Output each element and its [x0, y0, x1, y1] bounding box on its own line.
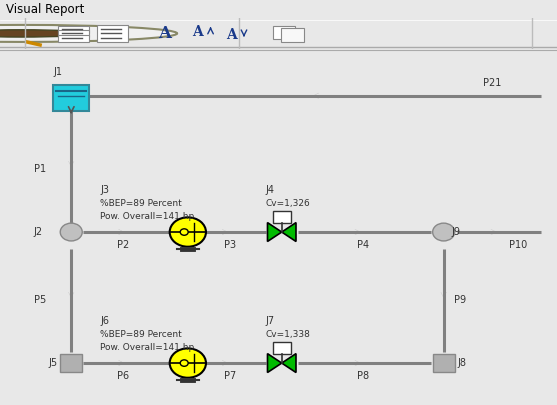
Polygon shape: [267, 223, 282, 241]
Text: J6: J6: [100, 316, 109, 326]
Circle shape: [170, 217, 206, 247]
Circle shape: [0, 30, 88, 37]
FancyBboxPatch shape: [433, 354, 455, 372]
FancyBboxPatch shape: [58, 30, 89, 37]
FancyBboxPatch shape: [281, 28, 304, 42]
Text: Cv=1,326: Cv=1,326: [266, 199, 310, 208]
FancyBboxPatch shape: [58, 35, 89, 42]
FancyBboxPatch shape: [273, 26, 295, 40]
FancyBboxPatch shape: [273, 211, 291, 223]
FancyBboxPatch shape: [53, 85, 89, 111]
Text: Cv=1,338: Cv=1,338: [266, 330, 310, 339]
Text: %BEP=89 Percent
Pow. Overall=141 hp: %BEP=89 Percent Pow. Overall=141 hp: [100, 199, 194, 220]
Text: A: A: [226, 28, 237, 42]
Circle shape: [433, 223, 455, 241]
Text: P1: P1: [34, 164, 46, 174]
Text: P4: P4: [356, 240, 369, 250]
Text: P2: P2: [117, 240, 129, 250]
Text: J7: J7: [266, 316, 275, 326]
Text: J9: J9: [451, 227, 461, 237]
Text: J5: J5: [48, 358, 57, 368]
Text: %BEP=89 Percent
Pow. Overall=141 hp: %BEP=89 Percent Pow. Overall=141 hp: [100, 330, 194, 352]
Text: P10: P10: [509, 240, 527, 250]
Circle shape: [60, 223, 82, 241]
Text: J1: J1: [53, 67, 62, 77]
FancyBboxPatch shape: [97, 25, 128, 42]
Text: Visual Report: Visual Report: [6, 2, 84, 16]
Text: A: A: [192, 25, 203, 39]
Circle shape: [170, 348, 206, 378]
Circle shape: [180, 229, 188, 235]
Text: P8: P8: [356, 371, 369, 381]
Text: P21: P21: [483, 78, 501, 87]
Text: P5: P5: [34, 295, 46, 305]
Circle shape: [180, 360, 188, 366]
Polygon shape: [267, 354, 282, 373]
Circle shape: [0, 25, 177, 42]
FancyBboxPatch shape: [60, 354, 82, 372]
Text: J4: J4: [266, 185, 275, 195]
Text: P7: P7: [224, 371, 236, 381]
Polygon shape: [282, 223, 296, 241]
Text: P9: P9: [454, 295, 466, 305]
Text: P6: P6: [117, 371, 129, 381]
Polygon shape: [282, 354, 296, 373]
Text: J2: J2: [33, 227, 43, 237]
Text: P3: P3: [224, 240, 236, 250]
Text: J8: J8: [457, 358, 466, 368]
Text: J3: J3: [100, 185, 109, 195]
FancyBboxPatch shape: [273, 342, 291, 354]
Text: A: A: [158, 25, 171, 42]
FancyBboxPatch shape: [58, 26, 89, 32]
